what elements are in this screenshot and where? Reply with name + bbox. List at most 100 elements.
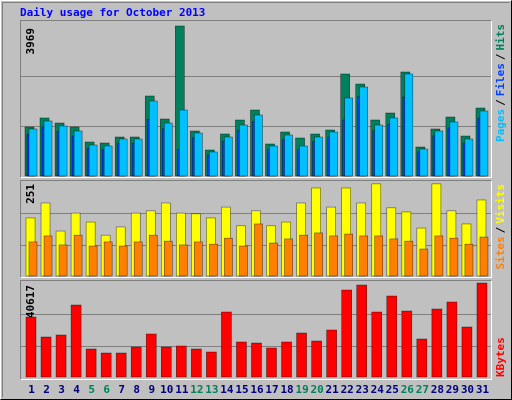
bar: [269, 145, 278, 177]
legend: Sites / Visits: [494, 184, 507, 270]
bar: [206, 351, 217, 378]
bar: [281, 341, 292, 378]
bar: [70, 304, 82, 378]
bar: [356, 284, 368, 378]
x-tick-label: 4: [73, 383, 80, 396]
bar: [85, 348, 97, 378]
bar: [449, 121, 459, 177]
x-tick-label: 2: [43, 383, 50, 396]
bar: [163, 240, 173, 277]
bar: [476, 282, 488, 378]
bar: [209, 151, 218, 177]
bar: [344, 97, 353, 177]
bar: [419, 248, 429, 277]
x-tick-label: 19: [295, 383, 308, 396]
bar: [269, 242, 278, 277]
bar: [163, 122, 173, 177]
bar: [73, 130, 83, 177]
x-tick-label: 18: [280, 383, 293, 396]
bar: [284, 238, 293, 277]
bar: [239, 245, 248, 277]
bar: [145, 333, 157, 378]
x-tick-label: 11: [175, 383, 189, 396]
bar: [446, 301, 458, 378]
bar: [299, 234, 308, 277]
bar: [464, 243, 474, 277]
legend-separator: /: [494, 53, 507, 60]
bar: [386, 295, 398, 378]
x-tick-label: 31: [476, 383, 490, 396]
bar: [115, 352, 127, 378]
bar: [311, 340, 322, 378]
bar: [299, 145, 308, 177]
legend: Pages / Files / Hits: [494, 24, 507, 142]
bar: [88, 144, 98, 177]
bar: [55, 334, 67, 378]
bar: [266, 347, 277, 378]
bar: [103, 241, 113, 277]
bar: [191, 348, 202, 378]
legend-entry: Hits: [494, 24, 507, 51]
bar: [224, 237, 233, 277]
bar: [224, 136, 233, 177]
bar: [118, 245, 128, 277]
bar: [341, 289, 352, 378]
bar: [254, 223, 263, 277]
x-tick-label: 12: [190, 383, 203, 396]
x-tick-label: 24: [371, 383, 385, 396]
bar: [194, 132, 203, 177]
bar: [359, 86, 369, 177]
bar: [401, 310, 413, 378]
bar: [464, 138, 474, 177]
bar: [176, 345, 187, 378]
bar: [43, 120, 53, 177]
bar: [479, 236, 489, 277]
y-tick-label: 3969: [24, 28, 37, 55]
bar: [371, 311, 383, 378]
bar: [374, 124, 384, 177]
bar: [25, 316, 37, 378]
legend-entry: Visits: [494, 184, 507, 224]
bar: [148, 100, 158, 177]
bar: [326, 329, 337, 378]
bar: [194, 241, 203, 277]
bar: [374, 235, 384, 277]
x-tick-label: 9: [148, 383, 155, 396]
x-tick-label: 10: [160, 383, 173, 396]
bar: [389, 238, 399, 277]
legend: KBytes: [494, 337, 507, 377]
x-tick-label: 7: [118, 383, 125, 396]
bar: [73, 234, 83, 277]
bar: [43, 235, 53, 277]
legend-separator: /: [494, 226, 507, 233]
bar: [344, 233, 353, 277]
bar: [416, 338, 428, 378]
bar: [58, 125, 68, 177]
legend-entry: KBytes: [494, 337, 507, 377]
x-tick-label: 26: [401, 383, 415, 396]
x-tick-label: 21: [326, 383, 340, 396]
x-tick-label: 3: [58, 383, 65, 396]
x-tick-label: 13: [205, 383, 218, 396]
bar: [130, 346, 142, 378]
x-tick-label: 14: [220, 383, 234, 396]
bar: [449, 237, 459, 277]
x-tick-label: 15: [235, 383, 248, 396]
bar: [254, 114, 263, 177]
bar: [160, 346, 172, 378]
bar: [251, 342, 262, 378]
x-tick-label: 25: [386, 383, 399, 396]
x-tick-label: 5: [88, 383, 95, 396]
bar: [434, 235, 444, 277]
bar: [133, 138, 143, 177]
x-tick-label: 22: [341, 383, 354, 396]
bar: [404, 73, 414, 177]
bar: [479, 110, 489, 177]
x-tick-label: 29: [446, 383, 459, 396]
bar: [431, 308, 443, 378]
bar: [103, 145, 113, 177]
bar: [461, 326, 473, 378]
